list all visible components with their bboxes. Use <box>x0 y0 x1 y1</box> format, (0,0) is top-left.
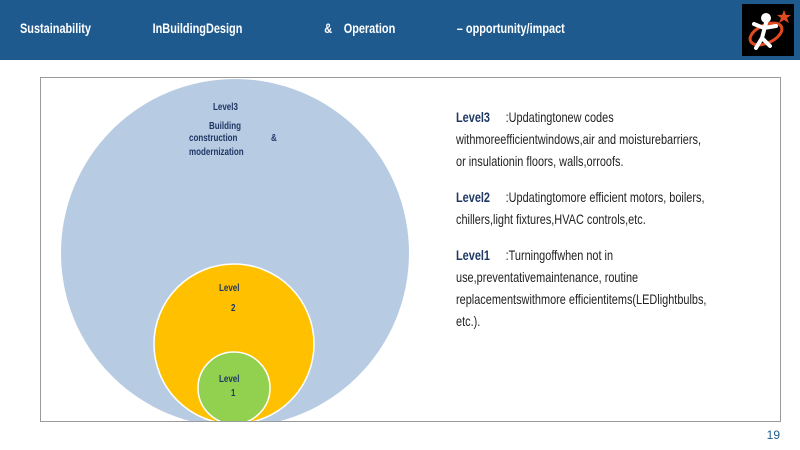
title-part-2: InBuildingDesign <box>152 20 243 36</box>
level2-circle-number: 2 <box>231 303 236 314</box>
title-part-1: Sustainability <box>20 20 92 36</box>
level2-description-text: :Updatingtomore efficient motors, boiler… <box>456 189 705 227</box>
title-part-5: – opportunity/impact <box>456 20 565 36</box>
content-panel: Level3 Building construction & moderniza… <box>40 77 781 422</box>
slide-header: Sustainability InBuildingDesign & Operat… <box>0 0 800 60</box>
level3-circle-title: Level3 <box>213 102 238 113</box>
level2-description-heading: Level2 <box>456 189 491 205</box>
title-part-4: Operation <box>343 20 396 36</box>
level1-circle-title: Level <box>219 374 240 385</box>
level2-description: Level2:Updatingtomore efficient motors, … <box>456 186 713 230</box>
level1-description-heading: Level1 <box>456 247 491 263</box>
level1-circle-number: 1 <box>231 388 236 399</box>
level-circles-diagram <box>61 79 409 421</box>
level3-description-text: :Updatingtonew codes withmoreefficientwi… <box>456 109 701 169</box>
level3-circle <box>61 79 409 421</box>
level3-description-heading: Level3 <box>456 109 491 125</box>
level3-description: Level3:Updatingtonew codes withmoreeffic… <box>456 106 713 172</box>
level3-circle-line4: modernization <box>189 147 244 158</box>
level2-circle-title: Level <box>219 283 240 294</box>
level3-circle-line2: Building <box>209 121 241 132</box>
level2-circle <box>153 263 315 421</box>
level1-description: Level1:Turningoffwhen not in use,prevent… <box>456 244 713 332</box>
level3-circle-amp: & <box>271 133 277 144</box>
figure-with-star-logo-icon <box>742 4 794 56</box>
title-part-3: & <box>324 20 333 36</box>
level1-description-text: :Turningoffwhen not in use,preventativem… <box>456 247 707 329</box>
level1-circle <box>197 351 271 421</box>
page-number: 19 <box>766 428 780 442</box>
level3-circle-line3: construction <box>189 133 238 144</box>
level-descriptions: Level3:Updatingtonew codes withmoreeffic… <box>456 106 756 346</box>
